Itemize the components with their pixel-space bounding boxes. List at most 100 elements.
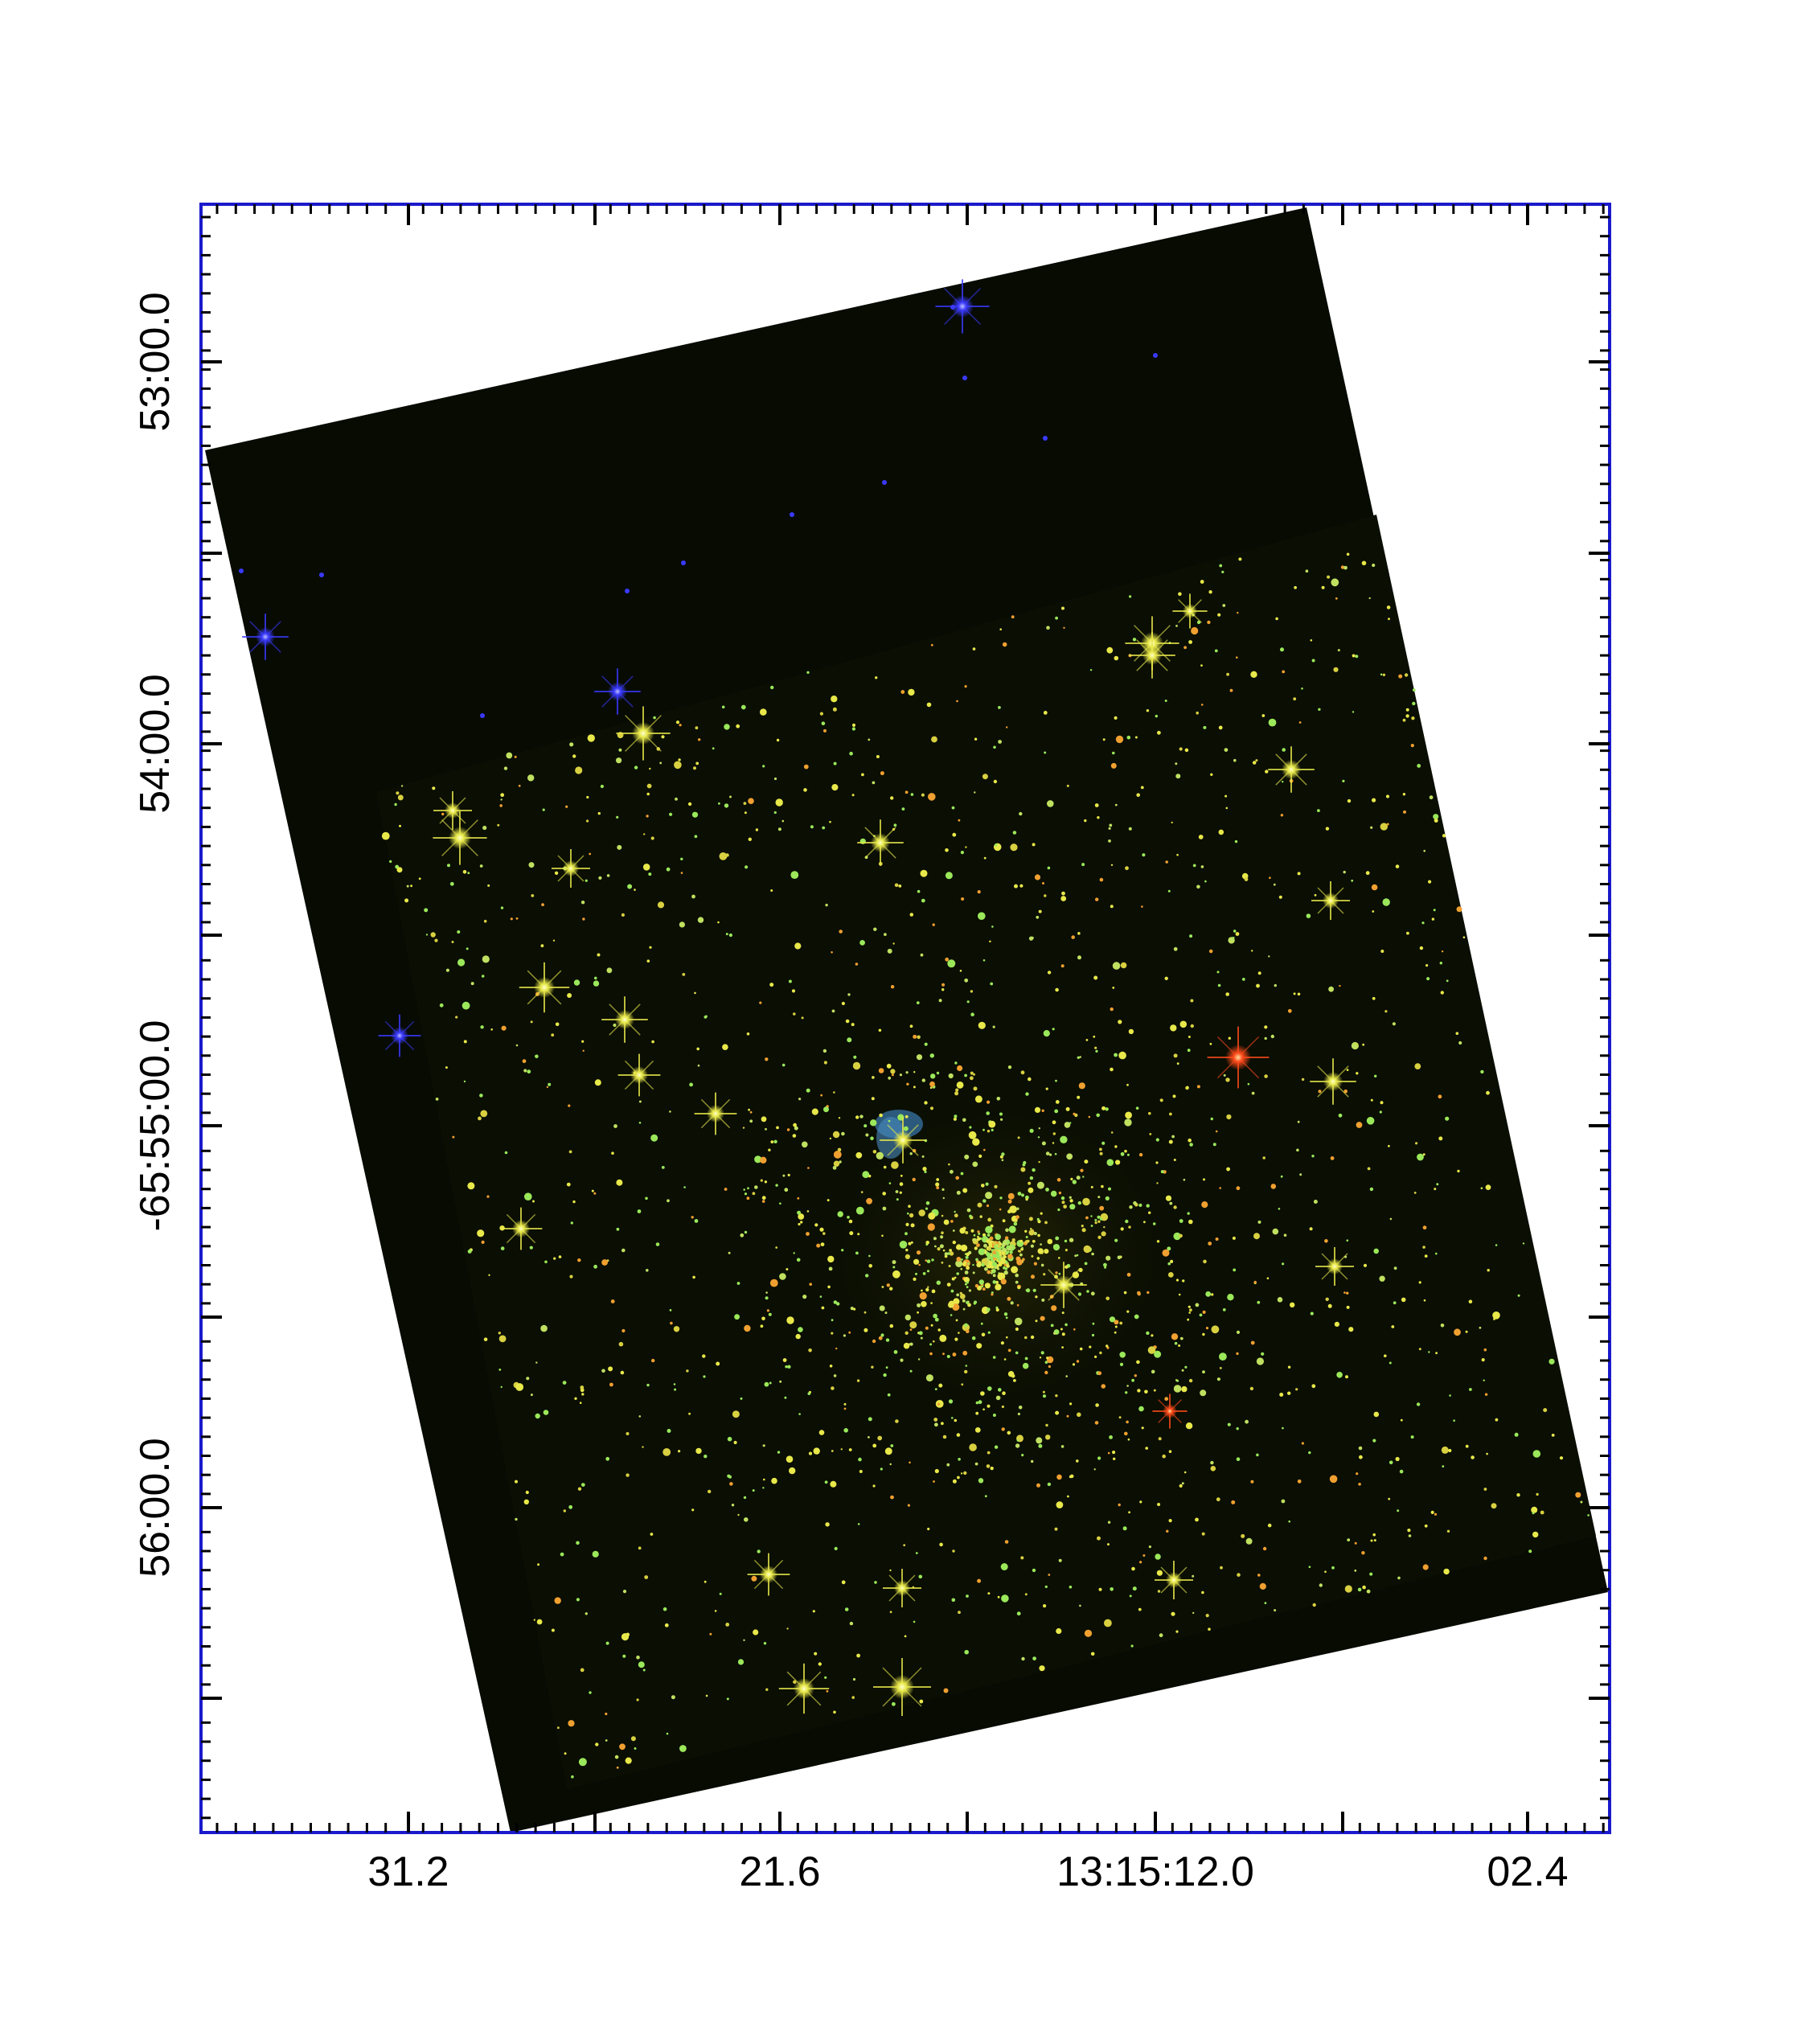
star bbox=[850, 1307, 854, 1311]
star bbox=[1125, 1219, 1129, 1224]
star bbox=[827, 1285, 831, 1289]
star bbox=[577, 1258, 581, 1262]
star bbox=[939, 1244, 944, 1249]
star bbox=[964, 1649, 969, 1655]
star bbox=[731, 1504, 735, 1507]
star bbox=[788, 979, 792, 983]
star bbox=[418, 877, 421, 880]
star bbox=[1061, 1311, 1064, 1315]
star bbox=[1182, 1279, 1185, 1283]
star bbox=[943, 1219, 950, 1225]
star bbox=[904, 1314, 912, 1321]
star bbox=[381, 831, 390, 840]
star bbox=[1077, 1292, 1082, 1296]
star bbox=[985, 1225, 993, 1234]
star bbox=[1045, 1151, 1050, 1155]
star bbox=[477, 1229, 485, 1237]
star bbox=[1443, 1568, 1450, 1575]
star bbox=[1217, 983, 1221, 987]
bright-star bbox=[1129, 632, 1175, 679]
star bbox=[1094, 1218, 1097, 1221]
star bbox=[746, 1196, 750, 1201]
star bbox=[992, 1280, 997, 1284]
star bbox=[1445, 1116, 1450, 1121]
star bbox=[768, 1312, 772, 1316]
star bbox=[954, 1061, 958, 1065]
star bbox=[831, 784, 839, 791]
star bbox=[977, 1202, 982, 1208]
star bbox=[1119, 1321, 1123, 1325]
star bbox=[1090, 1185, 1093, 1188]
star bbox=[1202, 1332, 1205, 1336]
star bbox=[1025, 1092, 1029, 1096]
star bbox=[884, 1311, 888, 1315]
star bbox=[435, 1098, 439, 1101]
star bbox=[1114, 1238, 1118, 1242]
star bbox=[568, 1504, 573, 1509]
star bbox=[786, 1128, 790, 1131]
star bbox=[885, 1366, 888, 1369]
star bbox=[1137, 1389, 1141, 1393]
star bbox=[1032, 1568, 1036, 1573]
star bbox=[977, 1578, 982, 1583]
star bbox=[806, 1210, 810, 1213]
star bbox=[500, 793, 505, 798]
star bbox=[1253, 1233, 1260, 1240]
star bbox=[1084, 1262, 1088, 1266]
star bbox=[997, 1272, 1006, 1281]
star bbox=[1118, 1503, 1121, 1507]
star bbox=[1365, 871, 1370, 876]
star bbox=[991, 1266, 994, 1269]
star bbox=[1293, 697, 1297, 701]
star bbox=[447, 864, 450, 868]
star bbox=[968, 1131, 977, 1139]
star bbox=[1030, 1335, 1035, 1340]
star bbox=[983, 1243, 987, 1248]
star bbox=[934, 1317, 939, 1322]
star bbox=[810, 825, 814, 829]
star bbox=[692, 1275, 695, 1279]
star bbox=[593, 980, 600, 987]
star bbox=[1280, 1175, 1283, 1178]
star bbox=[816, 1243, 821, 1248]
star bbox=[601, 1369, 605, 1373]
star bbox=[748, 798, 754, 804]
star bbox=[651, 1358, 655, 1363]
star bbox=[995, 1283, 1002, 1291]
star bbox=[939, 1542, 943, 1547]
star bbox=[937, 1247, 941, 1251]
star bbox=[1144, 1389, 1148, 1394]
star bbox=[1205, 1614, 1209, 1618]
star bbox=[622, 1590, 627, 1594]
star bbox=[936, 1071, 940, 1075]
star bbox=[1433, 909, 1436, 912]
star bbox=[1119, 1362, 1124, 1366]
star bbox=[1047, 1238, 1053, 1245]
star bbox=[747, 1187, 749, 1190]
star bbox=[755, 828, 759, 831]
star bbox=[1155, 1161, 1159, 1164]
star bbox=[1418, 1281, 1421, 1284]
star bbox=[679, 1745, 687, 1752]
star bbox=[1114, 1145, 1118, 1148]
star bbox=[1052, 1028, 1055, 1031]
star bbox=[482, 825, 487, 831]
star bbox=[1372, 563, 1376, 568]
star bbox=[1006, 726, 1008, 729]
star bbox=[601, 1259, 608, 1266]
star bbox=[849, 751, 853, 756]
star bbox=[938, 999, 942, 1003]
star bbox=[841, 1249, 844, 1252]
star bbox=[797, 1196, 800, 1200]
star bbox=[1107, 1521, 1111, 1524]
star bbox=[1287, 1391, 1291, 1395]
star bbox=[535, 1361, 538, 1364]
star bbox=[1040, 1243, 1042, 1246]
star bbox=[1255, 759, 1258, 762]
star bbox=[634, 765, 638, 770]
star bbox=[1055, 1236, 1060, 1241]
star bbox=[969, 1126, 972, 1129]
star bbox=[498, 1332, 501, 1335]
star bbox=[998, 1388, 1002, 1392]
star bbox=[972, 1271, 975, 1274]
